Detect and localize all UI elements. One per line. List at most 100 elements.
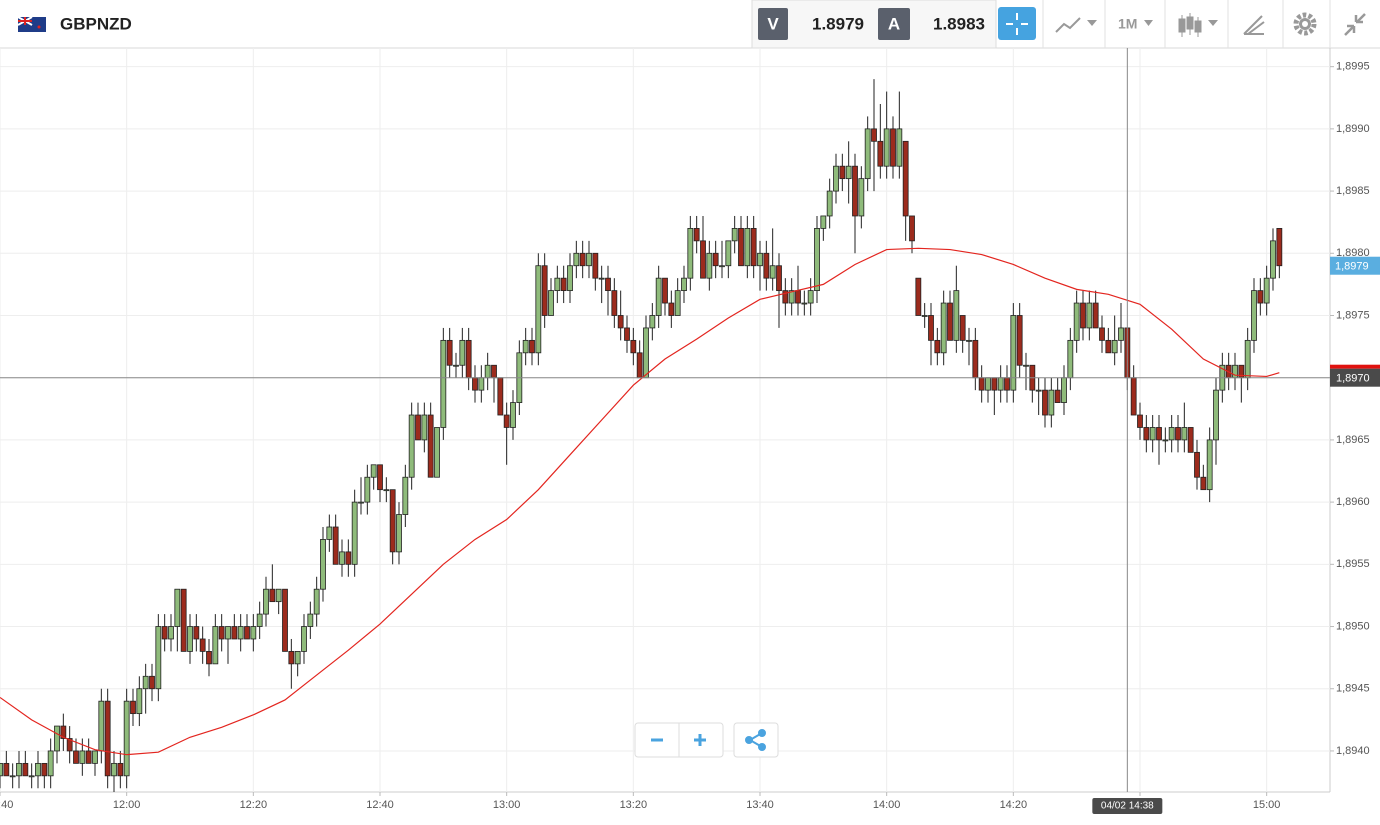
candle-body bbox=[1004, 377, 1010, 391]
y-tick-label: 1,8985 bbox=[1336, 185, 1370, 197]
sell-button[interactable] bbox=[758, 8, 788, 40]
candle-body bbox=[795, 290, 801, 304]
candle-body bbox=[997, 377, 1004, 391]
x-tick-label: 11:40 bbox=[0, 799, 13, 811]
candle-body bbox=[66, 738, 73, 752]
candle-body bbox=[244, 626, 250, 640]
candle-body bbox=[712, 252, 719, 267]
candle-body bbox=[921, 315, 928, 317]
candle-body bbox=[1206, 439, 1213, 491]
buy-button[interactable] bbox=[878, 8, 910, 40]
candle-body bbox=[193, 626, 200, 640]
candle-body bbox=[1035, 389, 1042, 392]
overlays: 1,8970 04/02 14:38 1,8979 bbox=[0, 48, 1380, 814]
buy-label: A bbox=[888, 14, 900, 33]
x-tick-label: 14:00 bbox=[873, 799, 901, 811]
candle-body bbox=[1149, 427, 1156, 441]
candle-body bbox=[738, 228, 744, 267]
candle-body bbox=[788, 290, 795, 304]
candle-body bbox=[408, 414, 415, 478]
candle-body bbox=[402, 476, 409, 515]
candle-body bbox=[326, 526, 333, 540]
candle-body bbox=[275, 588, 282, 603]
candle-body bbox=[567, 265, 573, 292]
candle-body bbox=[915, 277, 922, 316]
chart-type-button[interactable] bbox=[1178, 13, 1218, 37]
candle-body bbox=[28, 775, 35, 778]
candle-body bbox=[503, 414, 510, 428]
candle-body bbox=[858, 178, 865, 217]
candle-body bbox=[902, 140, 909, 217]
candle-body bbox=[1130, 377, 1137, 416]
share-button[interactable] bbox=[745, 729, 766, 751]
crosshair-price-marker bbox=[1330, 364, 1380, 369]
candle-body bbox=[896, 128, 903, 167]
candle-body bbox=[611, 290, 618, 316]
candle-body bbox=[624, 327, 630, 341]
timeframe-button[interactable]: 1M bbox=[1118, 16, 1137, 32]
candle-body bbox=[161, 626, 168, 640]
plot-area bbox=[0, 79, 1283, 792]
candle-body bbox=[9, 775, 16, 778]
candle-body bbox=[1194, 451, 1200, 478]
candle-body bbox=[453, 364, 459, 367]
candle-body bbox=[934, 339, 941, 354]
candle-body bbox=[1105, 339, 1112, 354]
candle-body bbox=[60, 725, 67, 739]
candle-body bbox=[421, 414, 428, 441]
candle-body bbox=[1023, 364, 1029, 367]
candle-body bbox=[877, 140, 884, 167]
candle-body bbox=[731, 228, 738, 242]
candle-body bbox=[1111, 339, 1118, 354]
candle-body bbox=[579, 252, 586, 267]
candle-body bbox=[47, 750, 54, 777]
toolbar bbox=[0, 0, 1380, 48]
candle-body bbox=[833, 165, 839, 192]
candle-body bbox=[1187, 427, 1194, 453]
candle-body bbox=[763, 252, 770, 279]
symbol: GBPNZD bbox=[60, 14, 132, 33]
candle-body bbox=[1263, 277, 1270, 304]
candle-body bbox=[636, 352, 643, 379]
candle-body bbox=[142, 675, 149, 690]
candle-body bbox=[434, 427, 440, 478]
settings-button[interactable] bbox=[1293, 12, 1317, 36]
candle-body bbox=[1086, 302, 1093, 329]
last-price-box bbox=[1330, 256, 1380, 275]
candle-body bbox=[351, 501, 358, 565]
candle-body bbox=[345, 551, 352, 565]
candle-body bbox=[1213, 389, 1219, 441]
candle-body bbox=[484, 364, 491, 379]
y-tick-label: 1,8950 bbox=[1336, 620, 1370, 632]
crosshair-time-box bbox=[1092, 798, 1163, 814]
candle-body bbox=[301, 626, 307, 652]
candle-body bbox=[307, 613, 314, 627]
candle-body bbox=[757, 252, 763, 267]
draw-button[interactable] bbox=[1243, 15, 1265, 35]
candle-body bbox=[883, 128, 890, 167]
candle-body bbox=[231, 626, 238, 640]
candle-body bbox=[269, 588, 276, 603]
candle-body bbox=[218, 626, 225, 640]
candle-body bbox=[237, 626, 244, 640]
candle-body bbox=[560, 277, 567, 292]
candle-body bbox=[256, 613, 263, 627]
zoom-in-button[interactable] bbox=[694, 734, 706, 746]
candle-body bbox=[959, 315, 966, 341]
candle-body bbox=[940, 302, 947, 354]
x-tick-label: 12:00 bbox=[113, 799, 141, 811]
candle-body bbox=[250, 626, 257, 640]
candle-body bbox=[1143, 427, 1150, 441]
candle-body bbox=[155, 626, 162, 690]
crosshair-button[interactable] bbox=[998, 7, 1036, 40]
candle-body bbox=[79, 750, 86, 764]
candle-body bbox=[826, 190, 833, 217]
candle-body bbox=[358, 501, 364, 504]
candle-body bbox=[649, 315, 656, 329]
collapse-button[interactable] bbox=[1344, 13, 1366, 36]
candle-body bbox=[1061, 377, 1067, 403]
candle-body bbox=[0, 762, 3, 777]
indicators-button[interactable] bbox=[1055, 17, 1097, 33]
candle-body bbox=[1092, 302, 1099, 329]
